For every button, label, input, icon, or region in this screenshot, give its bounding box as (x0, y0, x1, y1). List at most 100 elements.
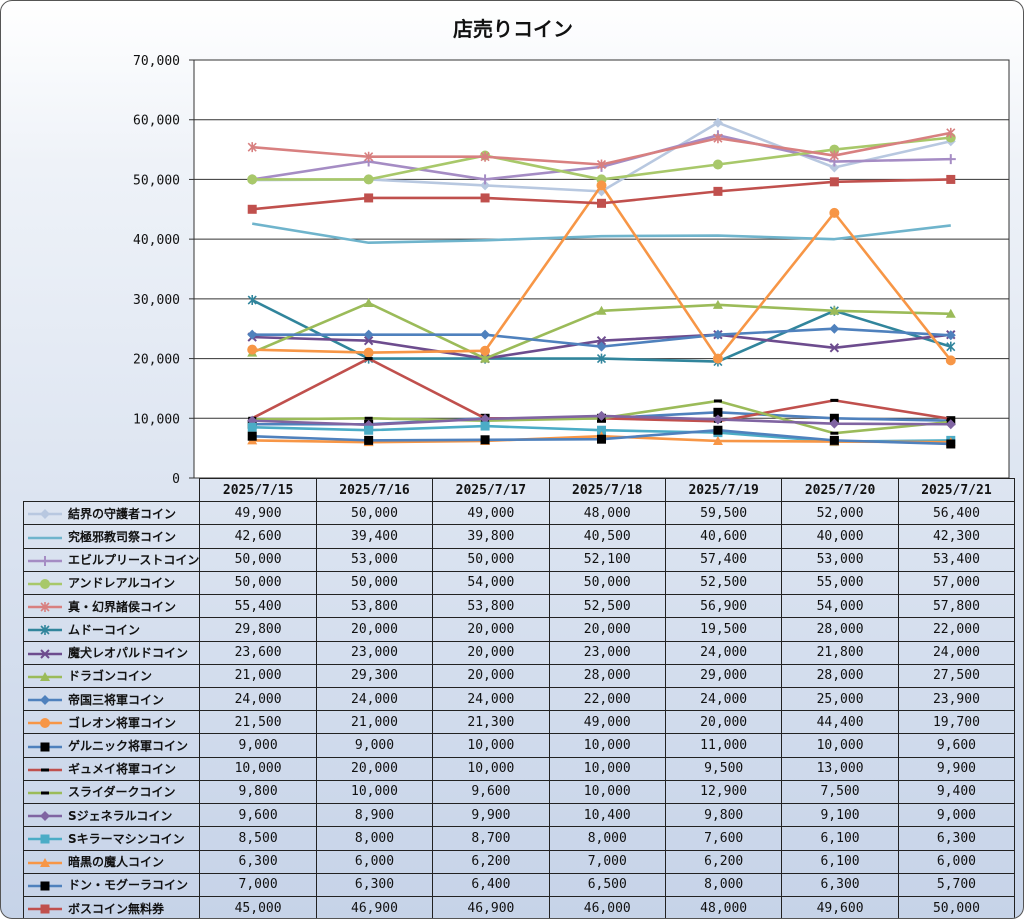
data-label: 9,800 (199, 779, 317, 805)
data-label: 50,000 (199, 547, 317, 572)
data-label: 9,600 (199, 803, 317, 828)
data-point (40, 695, 50, 706)
data-point (40, 602, 50, 613)
data-point (40, 625, 50, 636)
data-label: 49,900 (199, 501, 317, 526)
data-point (596, 341, 607, 352)
data-point (830, 398, 839, 402)
data-label: 12,900 (664, 779, 783, 805)
data-point (40, 834, 50, 844)
data-point (480, 151, 490, 162)
data-label: 40,600 (664, 524, 783, 549)
legend-entry: エビルプリーストコイン (22, 547, 201, 572)
series-2 (252, 222, 951, 245)
data-point (945, 355, 956, 366)
legend-entry: 暗黒の魔人コイン (22, 849, 201, 874)
data-point (364, 425, 374, 435)
data-label: 9,100 (781, 803, 899, 828)
data-label: 53,800 (432, 594, 550, 619)
data-point (712, 299, 723, 309)
data-point (40, 555, 50, 566)
series-name: Sキラーマシンコイン (68, 831, 185, 846)
data-label: 23,900 (897, 686, 1016, 712)
data-point (40, 742, 50, 752)
data-label: 19,500 (664, 617, 783, 642)
y-tick-label: 60,000 (133, 114, 180, 129)
data-label: 21,000 (315, 710, 434, 735)
legend-entry: 帝国三将軍コイン (22, 686, 201, 712)
table-row: アンドレアルコイン 50,000 50,000 54,000 50,000 52,500 5… (22, 570, 1016, 596)
series-14 (247, 410, 956, 430)
data-point (596, 410, 607, 421)
data-label: 57,400 (664, 547, 783, 572)
data-label: 6,200 (432, 849, 550, 874)
chart-title: 店売りコイン (453, 17, 573, 41)
data-label: 23,600 (199, 640, 317, 665)
legend-entry: ムドーコイン (22, 617, 201, 642)
data-label: 6,300 (199, 849, 317, 874)
data-label: 24,000 (897, 640, 1016, 665)
data-label: 46,900 (315, 895, 434, 918)
table-row: ドン・モグーラコイン 7,000 6,300 6,400 6,500 8,000 6,300… (22, 872, 1016, 897)
data-label: 20,000 (315, 756, 434, 781)
y-tick-label: 70,000 (133, 54, 180, 69)
data-point (596, 159, 607, 170)
data-point (713, 133, 723, 144)
data-label: 24,000 (315, 686, 434, 712)
table-row: 魔犬レオパルドコイン 23,600 23,000 20,000 23,000 24,000… (22, 640, 1016, 665)
data-point (480, 413, 491, 424)
x-tick-label: 2025/7/20 (781, 477, 899, 503)
data-label: 10,000 (199, 756, 317, 781)
data-label: 52,000 (781, 501, 899, 526)
legend-entry: ゲルニック将軍コイン (22, 733, 201, 758)
data-label: 22,000 (548, 686, 666, 712)
data-label: 49,000 (548, 710, 666, 735)
data-point (829, 418, 840, 429)
y-tick-label: 10,000 (133, 412, 180, 427)
data-label: 21,000 (199, 663, 317, 688)
series-name: ゴレオン将軍コイン (68, 715, 177, 730)
table-row: Sジェネラルコイン 9,600 8,900 9,900 10,400 9,800 9,100… (22, 803, 1016, 828)
data-label: 54,000 (432, 570, 550, 596)
data-point (597, 198, 606, 208)
data-point (40, 671, 50, 681)
data-label: 7,500 (781, 779, 899, 805)
data-label: 6,100 (781, 849, 899, 874)
y-tick-label: 40,000 (133, 233, 180, 248)
table-row: エビルプリーストコイン 50,000 53,000 50,000 52,100 57,40… (22, 547, 1016, 572)
series-name: ゲルニック将軍コイン (68, 739, 189, 754)
data-point (41, 791, 49, 795)
x-tick-label: 2025/7/15 (199, 477, 317, 503)
data-point (480, 329, 491, 340)
data-point (480, 180, 491, 191)
data-point (712, 353, 723, 364)
x-tick-label: 2025/7/18 (548, 477, 666, 503)
series-8 (247, 298, 956, 363)
table-row: 暗黒の魔人コイン 6,300 6,000 6,200 7,000 6,200 6,100 6,… (22, 849, 1016, 874)
data-point (597, 425, 606, 435)
table-row: ゴレオン将軍コイン 21,500 21,000 21,300 49,000 20,000 4… (22, 710, 1016, 735)
data-label: 8,900 (315, 803, 434, 828)
data-point (363, 329, 374, 340)
data-point (480, 353, 491, 363)
data-point (41, 768, 49, 772)
data-label: 6,300 (897, 826, 1016, 851)
data-point (480, 345, 491, 356)
data-label: 52,500 (664, 570, 783, 596)
legend-entry: スライダークコイン (22, 779, 201, 805)
data-point (829, 413, 839, 423)
series-name: ムドーコイン (68, 622, 141, 637)
data-point (480, 174, 491, 185)
data-point (713, 186, 723, 196)
data-label: 50,000 (199, 570, 317, 596)
data-label: 42,600 (199, 524, 317, 549)
series-name: 暗黒の魔人コイン (68, 855, 165, 870)
table-row: ボスコイン無料券 45,000 46,900 46,900 46,000 48,000 49… (22, 895, 1016, 918)
series-name: 究極邪教司祭コイン (68, 530, 177, 545)
data-point (40, 578, 50, 589)
legend-key (28, 791, 62, 795)
data-label: 24,000 (199, 686, 317, 712)
data-label: 6,200 (664, 849, 783, 874)
data-point (480, 421, 490, 431)
data-point (40, 811, 50, 822)
